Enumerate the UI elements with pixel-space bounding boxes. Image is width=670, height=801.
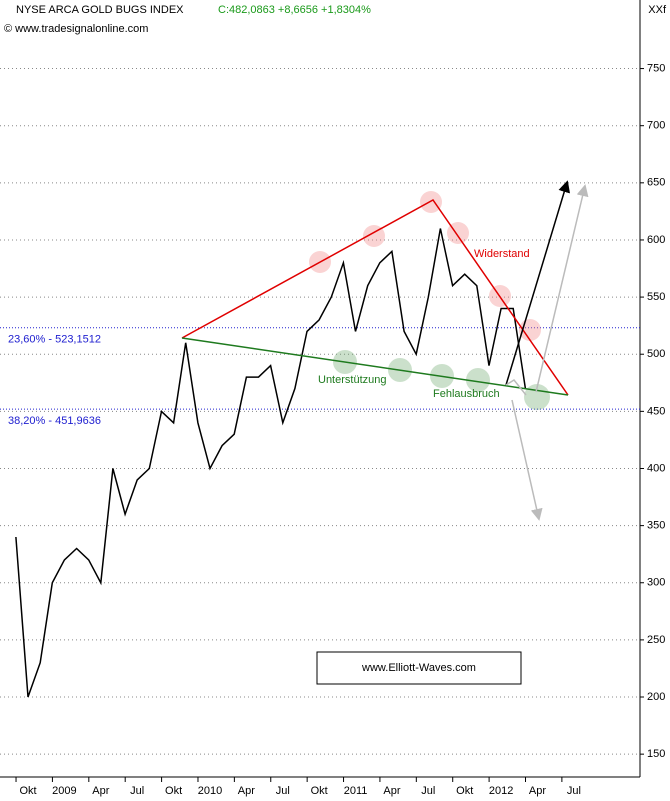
fib-label: 23,60% - 523,1512 [8,334,101,346]
x-tick-label: Jul [421,785,435,797]
x-tick-label: Apr [529,785,546,797]
y-tick-label: 250 [647,634,665,646]
x-tick-label: 2010 [198,785,222,797]
circle [420,191,442,213]
price-line [15,228,527,698]
x-tick-label: 2009 [52,785,76,797]
drawings [181,180,589,521]
support-line [181,337,569,396]
y-tick-label: 300 [647,577,665,589]
x-tick-label: 2011 [344,785,368,797]
x-tick-label: Apr [383,785,400,797]
annotation: Widerstand [474,248,530,260]
x-tick-label: 2012 [489,785,513,797]
highlight-circles [309,191,550,410]
y-tick-label: 400 [647,462,665,474]
y-tick-label: 600 [647,234,665,246]
x-tick-label: Apr [238,785,255,797]
watermark-box [316,651,522,685]
y-tick-label: 150 [647,748,665,760]
price-info: C:482,0863 +8,6656 +1,8304% [218,4,371,16]
source: © www.tradesignalonline.com [4,23,148,35]
arrow [535,184,589,393]
x-tick-label: Jul [276,785,290,797]
plot-area [0,0,640,777]
annotation: Unterstützung [318,374,386,386]
y-tick-label: 650 [647,177,665,189]
circle [524,384,550,410]
x-tick-label: Okt [165,785,182,797]
x-tick-label: Okt [311,785,328,797]
x-tick-label: Jul [567,785,581,797]
circle [363,225,385,247]
x-tick-label: Jul [130,785,144,797]
x-tick-label: Okt [456,785,473,797]
y-tick-label: 450 [647,405,665,417]
annotation: Fehlausbruch [433,388,500,400]
watermark: www.Elliott-Waves.com [361,662,476,674]
arrow [505,180,571,386]
y-tick-label: 350 [647,520,665,532]
fib-label: 38,20% - 451,9636 [8,415,101,427]
x-tick-label: Apr [92,785,109,797]
arrow [505,379,527,396]
arrow [511,399,543,521]
circle [466,368,490,392]
chart-title: NYSE ARCA GOLD BUGS INDEX [16,4,184,16]
y-tick-label: 750 [647,62,665,74]
y-tick-label: 550 [647,291,665,303]
y-tick-label: 500 [647,348,665,360]
x-tick-label: Okt [19,785,36,797]
corner-label: XXf [648,4,667,16]
y-tick-label: 700 [647,120,665,132]
y-tick-label: 200 [647,691,665,703]
